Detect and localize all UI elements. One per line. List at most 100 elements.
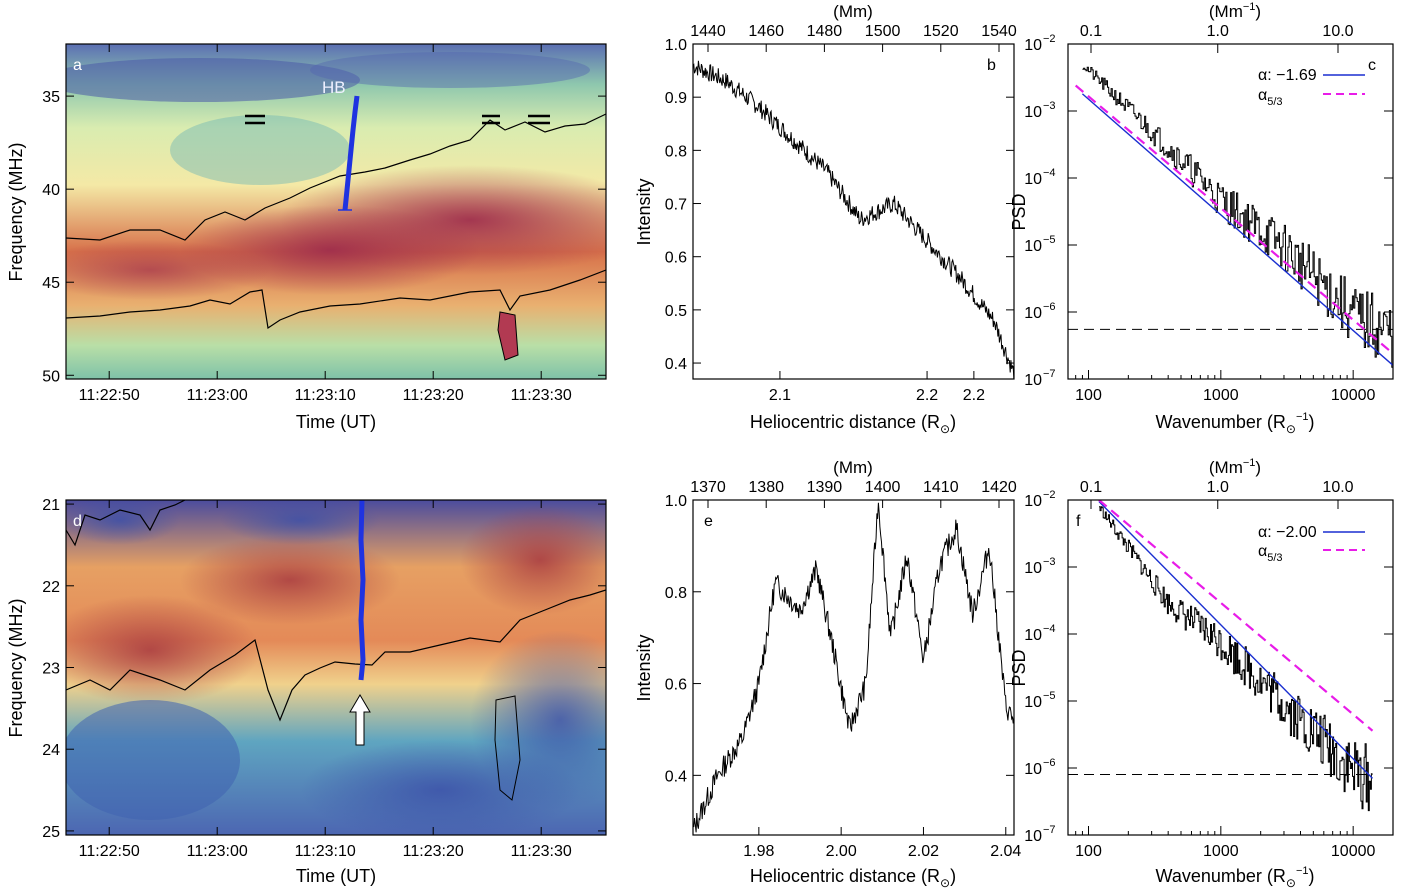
top-tick-label-b: 1480 bbox=[807, 23, 843, 40]
annotation-hb: HB bbox=[322, 78, 346, 97]
panel-letter-a: a bbox=[73, 57, 82, 74]
top-tick-label-f: 0.1 bbox=[1080, 479, 1102, 496]
top-tick-label-b: 1460 bbox=[748, 23, 784, 40]
xlabel-b: Heliocentric distance (R⊙) bbox=[750, 412, 956, 436]
y-tick-label-e: 0.6 bbox=[665, 677, 687, 694]
top-tick-label-c: 1.0 bbox=[1207, 23, 1229, 40]
y-tick-label-c: 10 bbox=[1024, 305, 1042, 322]
y-tick-label-b: 0.6 bbox=[665, 250, 687, 267]
fit-line-c bbox=[1081, 93, 1393, 366]
y-tick-label-a: 45 bbox=[42, 275, 60, 292]
axis-ticks-a: 11:22:50 11:23:00 11:23:10 11:23:20 11:23:30… bbox=[42, 44, 606, 404]
x-tick-label-a: 11:23:20 bbox=[403, 387, 464, 404]
contour-d-top bbox=[66, 500, 186, 547]
y-tick-label-b: 0.9 bbox=[665, 90, 687, 107]
y-tick-label-f: 10 bbox=[1024, 493, 1042, 510]
panel-letter-f: f bbox=[1076, 513, 1081, 530]
y-tick-label-d: 21 bbox=[42, 497, 60, 514]
contour-a-lower bbox=[66, 269, 606, 330]
top-tick-label-b: 1520 bbox=[923, 23, 959, 40]
burst-track-a bbox=[342, 95, 360, 211]
top-tick-label-e: 1380 bbox=[748, 479, 784, 496]
xlabel-a: Time (UT) bbox=[296, 412, 376, 432]
x-tick-label-e: 2.04 bbox=[990, 843, 1021, 860]
y-tick-label-c: 10 bbox=[1024, 37, 1042, 54]
panel-letter-d: d bbox=[73, 513, 82, 530]
fit-line-f bbox=[1098, 501, 1373, 779]
top-tick-label-b: 1500 bbox=[865, 23, 901, 40]
legend-f: α: −2.00 α5/3 bbox=[1258, 524, 1365, 564]
panel-c: c α: −1.69 α5/3 100 1000 10000 0.1 1.0 10.0 10… bbox=[1009, 1, 1394, 436]
plot-frame-c bbox=[1067, 43, 1394, 380]
x-tick-label-d: 11:23:20 bbox=[403, 843, 464, 860]
y-tick-label-d: 24 bbox=[42, 742, 60, 759]
y-tick-label-d: 25 bbox=[42, 824, 60, 841]
y-tick-label-b: 0.7 bbox=[665, 197, 687, 214]
y-tick-label-e: 0.8 bbox=[665, 585, 687, 602]
x-tick-label-a: 11:23:30 bbox=[511, 387, 572, 404]
x-tick-label-a: 11:23:00 bbox=[187, 387, 248, 404]
top-axis-label-c: (Mm−1) bbox=[1209, 1, 1261, 21]
y-tick-label-f: 10 bbox=[1024, 694, 1042, 711]
x-tick-label-d: 11:22:50 bbox=[79, 843, 140, 860]
contour-a-island bbox=[497, 311, 519, 361]
y-tick-label-a: 40 bbox=[42, 182, 60, 199]
y-tick-exp-c: −5 bbox=[1043, 234, 1056, 246]
panel-letter-e: e bbox=[704, 513, 713, 530]
top-tick-label-e: 1370 bbox=[690, 479, 726, 496]
x-tick-label-d: 11:23:10 bbox=[295, 843, 356, 860]
top-tick-label-e: 1410 bbox=[923, 479, 959, 496]
x-tick-label-a: 11:23:10 bbox=[295, 387, 356, 404]
x-tick-label-c: 100 bbox=[1075, 387, 1102, 404]
axis-ticks-e: 1.98 2.00 2.02 2.04 1370 1380 1390 1400 1410 1420… bbox=[665, 479, 1022, 860]
y-tick-exp-f: −6 bbox=[1043, 757, 1056, 769]
ylabel-c: PSD bbox=[1009, 193, 1029, 230]
y-tick-label-b: 0.4 bbox=[665, 356, 687, 373]
intensity-curve-e-group bbox=[693, 502, 1014, 833]
top-tick-label-c: 0.1 bbox=[1080, 23, 1102, 40]
y-tick-label-f: 10 bbox=[1024, 560, 1042, 577]
y-tick-label-b: 0.8 bbox=[665, 143, 687, 160]
ylabel-a: Frequency (MHz) bbox=[6, 142, 26, 281]
y-tick-exp-c: −6 bbox=[1043, 301, 1056, 313]
ylabel-d: Frequency (MHz) bbox=[6, 598, 26, 737]
xlabel-d: Time (UT) bbox=[296, 866, 376, 886]
panel-letter-b: b bbox=[987, 57, 996, 74]
y-tick-label-a: 50 bbox=[42, 368, 60, 385]
x-tick-label-f: 1000 bbox=[1203, 843, 1239, 860]
x-tick-label-e: 2.00 bbox=[826, 843, 857, 860]
plot-frame-e bbox=[692, 499, 1015, 836]
x-tick-label-b: 2.2 bbox=[963, 387, 985, 404]
psd-histogram-f bbox=[1099, 506, 1373, 812]
intensity-curve-b bbox=[693, 60, 1014, 379]
y-tick-label-c: 10 bbox=[1024, 238, 1042, 255]
x-tick-label-b: 2.1 bbox=[769, 387, 791, 404]
y-tick-label-a: 35 bbox=[42, 89, 60, 106]
x-tick-label-a: 11:22:50 bbox=[79, 387, 140, 404]
panel-e: e 1.98 2.00 2.02 2.04 1370 1380 1390 1400 1410 14… bbox=[634, 458, 1021, 890]
panel-f: f α: −2.00 α5/3 100 1000 10000 0.1 1.0 10.0 10… bbox=[1009, 457, 1394, 890]
top-tick-label-f: 10.0 bbox=[1322, 479, 1353, 496]
x-tick-label-c: 10000 bbox=[1331, 387, 1376, 404]
y-tick-label-c: 10 bbox=[1024, 171, 1042, 188]
top-tick-label-e: 1420 bbox=[981, 479, 1017, 496]
y-tick-label-f: 10 bbox=[1024, 828, 1042, 845]
alpha53-line-f bbox=[1098, 500, 1374, 732]
psd-lines-f bbox=[1068, 500, 1374, 812]
plot-frame-f bbox=[1067, 499, 1394, 836]
y-tick-label-e: 1.0 bbox=[665, 493, 687, 510]
x-tick-label-f: 10000 bbox=[1331, 843, 1376, 860]
intensity-curve-b-group bbox=[693, 60, 1014, 379]
y-tick-exp-f: −3 bbox=[1043, 556, 1056, 568]
x-tick-label-e: 1.98 bbox=[743, 843, 774, 860]
ylabel-e: Intensity bbox=[634, 634, 654, 701]
contour-d-island bbox=[494, 695, 521, 801]
y-tick-exp-c: −2 bbox=[1043, 33, 1056, 45]
contour-d-main bbox=[66, 589, 606, 722]
y-tick-label-b: 1.0 bbox=[665, 37, 687, 54]
y-tick-exp-f: −4 bbox=[1043, 623, 1056, 635]
y-tick-label-d: 23 bbox=[42, 661, 60, 678]
